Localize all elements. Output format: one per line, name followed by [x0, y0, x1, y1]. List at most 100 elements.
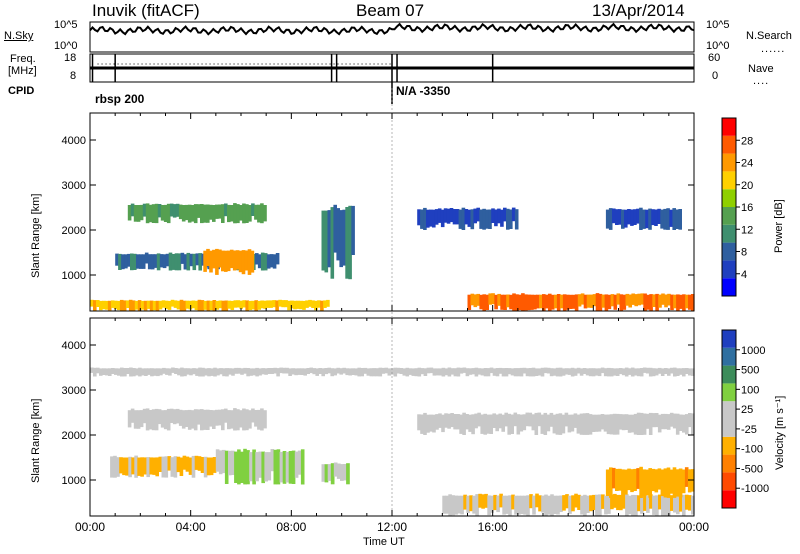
heatmap-cell: [226, 250, 231, 272]
heatmap-cell: [531, 414, 536, 431]
heatmap-cell: [556, 495, 560, 515]
heatmap-cell: [291, 450, 296, 484]
heatmap-cell: [479, 209, 483, 229]
heatmap-cell: [517, 495, 521, 515]
heatmap-cell: [673, 495, 677, 513]
heatmap-cell: [627, 209, 631, 225]
heatmap-cell: [147, 368, 151, 375]
heatmap-cell: [492, 413, 496, 428]
heatmap-cell: [513, 412, 518, 427]
heatmap-cell: [473, 208, 477, 224]
colorbar-tick-label: 16: [741, 202, 753, 214]
heatmap-cell: [218, 450, 223, 475]
heatmap-cell: [492, 368, 497, 376]
heatmap-cell: [633, 209, 637, 225]
heatmap-cell: [675, 469, 680, 497]
heatmap-cell: [282, 451, 287, 484]
heatmap-cell: [248, 300, 252, 311]
heatmap-cell: [470, 209, 475, 230]
heatmap-cell: [203, 409, 207, 430]
heatmap-cell: [491, 293, 495, 305]
heatmap-cell: [136, 205, 141, 222]
heatmap-cell: [177, 368, 181, 376]
heatmap-cell: [518, 294, 522, 311]
heatmap-cell: [151, 409, 156, 431]
heatmap-cell: [246, 368, 250, 377]
heatmap-cell: [218, 300, 223, 309]
heatmap-cell: [564, 368, 569, 375]
heatmap-cell: [186, 368, 190, 375]
heatmap-cell: [315, 368, 319, 376]
heatmap-cell: [423, 207, 427, 230]
heatmap-cell: [645, 469, 649, 496]
heatmap-cell: [666, 208, 670, 230]
heatmap-cell: [251, 408, 255, 423]
heatmap-cell: [482, 208, 486, 230]
heatmap-cell: [393, 367, 398, 377]
heatmap-cell: [206, 300, 211, 311]
heatmap-cell: [327, 464, 332, 481]
heatmap-cell: [540, 414, 545, 434]
heatmap-cell: [160, 205, 165, 221]
heatmap-cell: [165, 253, 170, 267]
heatmap-cell: [110, 456, 114, 478]
heatmap-cell: [509, 294, 513, 310]
heatmap-cell: [612, 208, 616, 224]
heatmap-cell: [621, 368, 626, 376]
heatmap-cell: [140, 300, 145, 310]
colorbar-tick-label: -25: [741, 424, 757, 436]
heatmap-cell: [642, 209, 646, 229]
heatmap-cell: [482, 294, 486, 311]
velocity-cbar-label: Velocity [m s⁻¹]: [774, 395, 786, 470]
heatmap-cell: [190, 205, 195, 222]
colorbar-swatch: [722, 118, 736, 136]
colorbar-tick-label: 25: [741, 404, 753, 416]
heatmap-cell: [613, 493, 617, 508]
heatmap-cell: [456, 367, 461, 377]
heatmap-cell: [594, 368, 599, 376]
heatmap-cell: [543, 367, 548, 374]
heatmap-cell: [682, 368, 686, 377]
heatmap-cell: [266, 254, 271, 269]
heatmap-cell: [688, 368, 692, 376]
x-tick-label: 12:00: [377, 520, 407, 534]
heatmap-cell: [149, 457, 153, 475]
heatmap-cell: [209, 300, 214, 311]
heatmap-cell: [562, 495, 566, 511]
heatmap-cell: [441, 414, 445, 433]
heatmap-cell: [143, 457, 147, 475]
heatmap-cell: [102, 300, 106, 310]
heatmap-cell: [141, 368, 145, 376]
heatmap-cell: [342, 209, 346, 266]
heatmap-cell: [504, 412, 508, 427]
heatmap-cell: [520, 495, 524, 514]
heatmap-cell: [243, 367, 247, 374]
heatmap-cell: [219, 368, 223, 375]
heatmap-cell: [514, 209, 519, 230]
heatmap-cell: [305, 300, 309, 308]
heatmap-cell: [264, 368, 268, 375]
heatmap-cell: [236, 409, 240, 431]
heatmap-cell: [672, 413, 677, 429]
heatmap-cell: [672, 208, 676, 230]
freq-tick-bottom: 8: [70, 70, 77, 82]
heatmap-cell: [213, 367, 217, 377]
cpid-value-2: N/A -3350: [396, 84, 451, 98]
heatmap-cell: [158, 300, 163, 310]
heatmap-cell: [227, 204, 231, 223]
heatmap-cell: [248, 205, 252, 222]
heatmap-cell: [336, 367, 340, 374]
heatmap-cell: [411, 368, 416, 376]
heatmap-cell: [206, 248, 210, 267]
heatmap-cell: [247, 249, 252, 275]
heatmap-cell: [128, 299, 133, 311]
heatmap-cell: [553, 294, 558, 309]
heatmap-cell: [387, 368, 392, 376]
power-cbar-label: Power [dB]: [773, 199, 785, 253]
heatmap-cell: [183, 254, 188, 270]
heatmap-cell: [525, 368, 530, 377]
heatmap-cell: [172, 204, 177, 218]
heatmap-cell: [110, 300, 115, 308]
heatmap-cell: [149, 300, 154, 311]
heatmap-cell: [618, 209, 622, 225]
